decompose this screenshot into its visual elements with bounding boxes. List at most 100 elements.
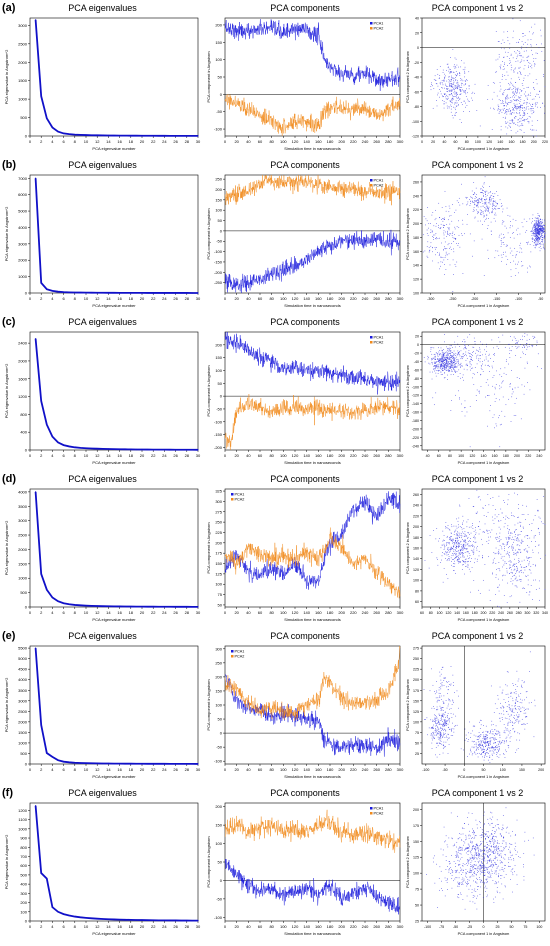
- scatter-point: [527, 56, 529, 58]
- scatter-point: [511, 250, 513, 252]
- legend-swatch: [370, 336, 373, 339]
- eigenvalue-point: [85, 292, 87, 294]
- scatter-point: [481, 745, 483, 746]
- scatter-point: [538, 225, 539, 227]
- eigenvalue-point: [197, 449, 199, 451]
- scatter-point: [463, 545, 465, 547]
- scatter-point: [538, 221, 539, 223]
- scatter-point: [441, 719, 443, 721]
- scatter-point: [534, 239, 535, 241]
- scatter-point: [491, 365, 493, 367]
- scatter-point: [488, 218, 489, 219]
- scatter-point: [450, 72, 452, 73]
- scatter-point: [441, 87, 442, 88]
- scatter-point: [455, 554, 457, 556]
- legend-entry: PCA2: [374, 341, 384, 345]
- scatter-point: [450, 370, 452, 372]
- scatter-point: [471, 746, 473, 748]
- scatter-point: [452, 548, 454, 549]
- scatter-point: [465, 84, 466, 85]
- y-tick-label: 500: [20, 115, 27, 120]
- scatter-point: [508, 494, 510, 495]
- scatter-point: [440, 374, 442, 375]
- scatter-point: [472, 545, 474, 547]
- scatter-point: [441, 730, 442, 732]
- scatter-point: [457, 245, 459, 246]
- x-tick-label: 40: [442, 140, 446, 144]
- scatter-point: [435, 248, 436, 250]
- scatter-point: [476, 194, 477, 195]
- scatter-point: [450, 374, 452, 376]
- scatter-point: [518, 50, 520, 52]
- scatter-point: [466, 204, 467, 206]
- scatter-point: [534, 63, 536, 65]
- scatter-point: [531, 222, 532, 224]
- scatter-point: [512, 580, 514, 582]
- scatter-point: [523, 218, 525, 220]
- y-tick-label: -220: [412, 436, 419, 440]
- scatter-point: [533, 242, 535, 243]
- y-tick-label: 3000: [18, 698, 28, 703]
- scatter-point: [440, 261, 442, 263]
- scatter-point: [519, 53, 520, 54]
- scatter-point: [451, 84, 452, 86]
- scatter-point: [525, 535, 527, 537]
- scatter-point: [442, 370, 443, 372]
- scatter-point: [453, 358, 455, 360]
- scatter-point: [447, 525, 449, 526]
- scatter-point: [456, 88, 458, 90]
- scatter-point: [437, 727, 439, 729]
- scatter-point: [537, 223, 539, 225]
- scatter-point: [462, 341, 463, 342]
- scatter-point: [489, 197, 491, 198]
- scatter-point: [435, 372, 437, 374]
- scatter-point: [517, 91, 518, 93]
- x-tick-label: 200: [481, 611, 487, 615]
- scatter-point: [499, 341, 501, 343]
- y-tick-label: 140: [413, 264, 419, 268]
- scatter-point: [530, 557, 532, 558]
- scatter-point: [451, 564, 452, 566]
- scatter-point: [480, 747, 482, 749]
- scatter-point: [452, 713, 454, 715]
- scatter-point: [494, 514, 496, 516]
- scatter-point: [504, 562, 506, 564]
- scatter-point: [532, 33, 534, 35]
- scatter-point: [541, 230, 543, 231]
- scatter-point: [497, 207, 499, 209]
- scatter-point: [520, 356, 522, 358]
- scatter-point: [433, 706, 434, 707]
- scatter-point: [487, 192, 489, 194]
- scatter-point: [538, 237, 540, 238]
- scatter-point: [451, 87, 453, 88]
- scatter-point: [450, 81, 452, 82]
- scatter-point: [455, 725, 456, 727]
- scatter-point: [449, 364, 451, 365]
- scatter-point: [462, 560, 464, 562]
- scatter-point: [431, 733, 432, 735]
- scatter-point: [513, 541, 514, 543]
- scatter-point: [465, 106, 466, 108]
- scatter-point: [531, 230, 533, 232]
- scatter-point: [451, 93, 452, 95]
- scatter-point: [454, 57, 456, 59]
- scatter-point: [502, 559, 504, 561]
- scatter-point: [511, 350, 512, 352]
- scatter-point: [430, 348, 432, 350]
- scatter-point: [534, 229, 536, 231]
- scatter-point: [478, 202, 479, 204]
- scatter-point: [509, 102, 511, 103]
- scatter-point: [524, 119, 526, 121]
- scatter-point: [495, 59, 497, 61]
- scatter-point: [516, 103, 518, 105]
- scatter-point: [529, 569, 531, 571]
- scatter-point: [426, 229, 428, 231]
- scatter-point: [451, 526, 453, 528]
- scatter-point: [539, 231, 541, 232]
- scatter-point: [434, 365, 435, 366]
- scatter-point: [458, 550, 459, 552]
- scatter-point: [467, 98, 469, 100]
- scatter-point: [521, 107, 523, 108]
- scatter-point: [544, 233, 546, 235]
- scatter-point: [512, 96, 513, 98]
